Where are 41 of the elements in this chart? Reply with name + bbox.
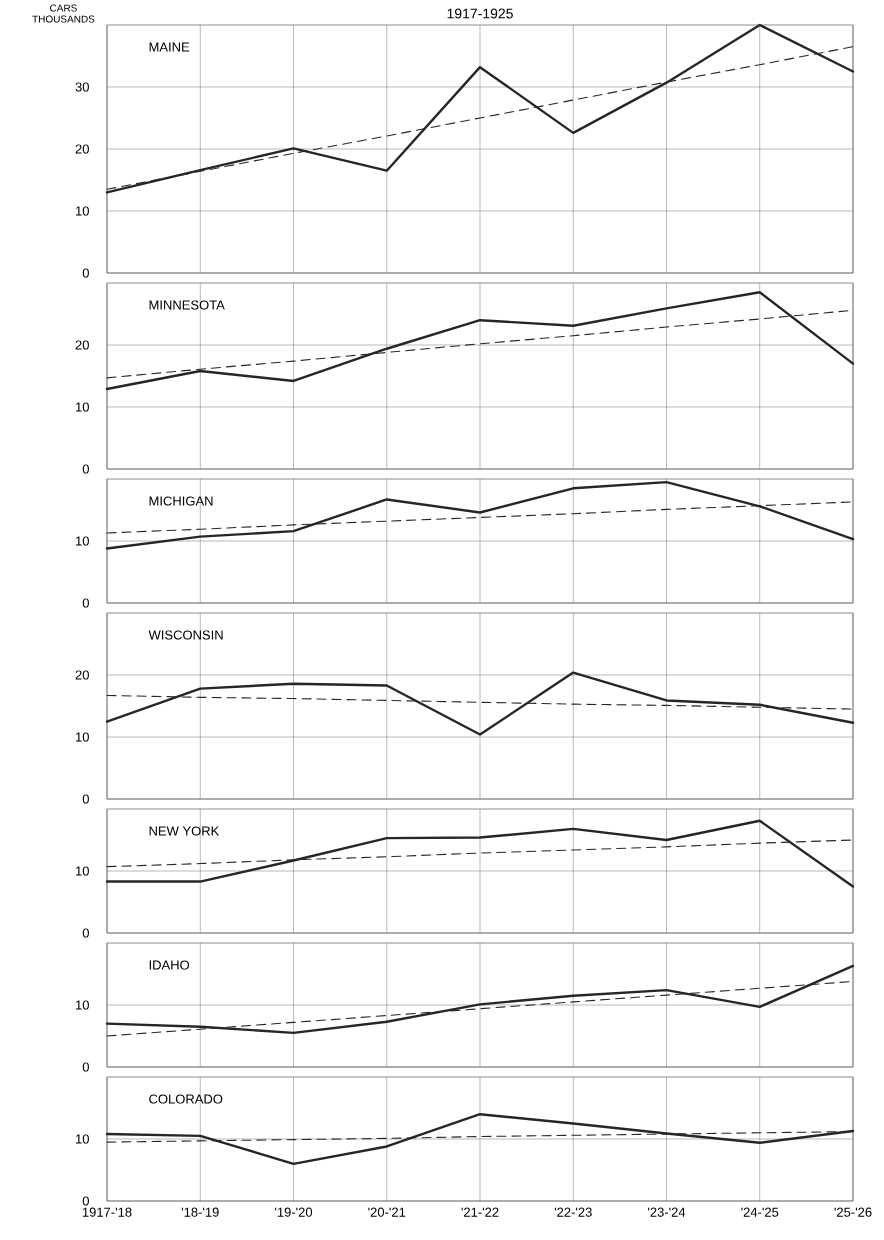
x-tick-label: '19-'20 (275, 1207, 313, 1217)
text: WISCONSIN (148, 630, 223, 640)
x-tick-label: '20-'21 (368, 1207, 406, 1217)
y-tick-label: 10 (76, 536, 89, 546)
text: MINNESOTA (149, 300, 225, 310)
text: COLORADO (149, 1094, 223, 1104)
line-series (105, 819, 855, 888)
text: 1917-1925 (447, 8, 513, 19)
line-series (105, 480, 855, 550)
line-series (105, 291, 855, 391)
text: NEW YORK (149, 826, 220, 836)
y-tick-label: 10 (76, 402, 89, 412)
y-tick-label: 10 (76, 1000, 89, 1010)
x-tick-label: '23-'24 (648, 1207, 686, 1217)
y-tick-label: 0 (82, 794, 89, 804)
y-tick-label: 10 (76, 1134, 89, 1144)
text: MICHIGAN (149, 496, 213, 506)
y-tick-label: 30 (75, 82, 89, 92)
x-tick-label: '25-'26 (834, 1207, 872, 1217)
line-series (105, 671, 855, 736)
y-tick-label: 0 (82, 928, 89, 938)
y-tick-label: 0 (82, 464, 89, 474)
text: MAINE (149, 42, 190, 52)
x-tick-label: '22-'23 (554, 1207, 592, 1217)
y-tick-label: 10 (75, 206, 89, 216)
x-tick-label: '24-'25 (741, 1207, 779, 1217)
y-tick-label: 10 (76, 732, 89, 742)
y-tick-label: 20 (75, 670, 89, 680)
line-series (105, 23, 855, 194)
y-tick-label: 0 (82, 1196, 89, 1206)
x-tick-label: '18-'19 (181, 1207, 219, 1217)
y-tick-label: 0 (82, 598, 89, 608)
y-tick-label: 10 (76, 866, 89, 876)
text: IDAHO (149, 960, 190, 970)
y-tick-label: 20 (75, 144, 89, 154)
y-tick-label: 0 (82, 268, 89, 278)
x-tick-label: 1917-'18 (82, 1207, 132, 1217)
y-tick-label: 0 (82, 1062, 89, 1072)
y-tick-label: 20 (75, 340, 89, 350)
y-axis-title: CARS THOUSANDS (32, 4, 95, 23)
x-tick-label: '21-'22 (461, 1207, 499, 1217)
